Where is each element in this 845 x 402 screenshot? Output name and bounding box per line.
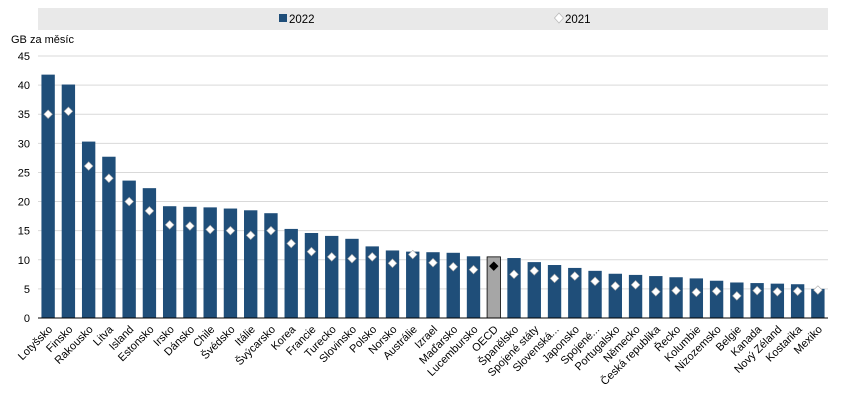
bar-7: [162, 206, 177, 318]
marker-16: [347, 253, 357, 264]
marker-26: [549, 273, 560, 284]
marker-20: [428, 257, 438, 268]
bar-22: [466, 256, 481, 318]
bar-19: [406, 251, 420, 318]
marker-15: [326, 252, 337, 262]
bar-32: [669, 277, 683, 318]
bar-21: [446, 252, 460, 318]
bar-33: [689, 278, 704, 318]
marker-29: [610, 281, 621, 291]
marker-34: [711, 286, 722, 296]
bar-9: [203, 207, 217, 318]
bar-1: [41, 74, 55, 319]
y-tick-label: 30: [18, 138, 30, 150]
bar-38: [790, 284, 805, 318]
marker-33: [691, 287, 702, 298]
y-axis-ticks: 0 5 10 15 20 25 30 35 40 45: [18, 51, 30, 325]
marker-4: [104, 173, 114, 183]
marker-6: [144, 206, 155, 216]
marker-38: [792, 286, 803, 296]
y-tick-label: 20: [18, 197, 30, 209]
marker-18: [387, 258, 398, 268]
bar-11: [244, 210, 258, 318]
marker-5: [124, 196, 134, 207]
legend-swatch-2022: [279, 14, 287, 22]
bar-16: [345, 238, 359, 318]
bar-13: [284, 228, 298, 318]
bar-26: [547, 265, 562, 318]
y-tick-label: 45: [18, 51, 30, 63]
legend-label-2022: 2022: [289, 14, 315, 26]
marker-3: [83, 161, 94, 171]
bar-27: [568, 267, 582, 318]
bar-20: [426, 252, 440, 318]
marker-10: [225, 225, 236, 236]
bar-14: [304, 232, 319, 318]
bar-24: [507, 258, 521, 318]
bar-5: [122, 180, 136, 318]
marker-30: [630, 280, 641, 290]
bar-39: [811, 288, 825, 318]
marker-17: [367, 252, 377, 262]
marker-22: [468, 264, 479, 275]
marker-23: [489, 261, 499, 271]
marker-35: [732, 291, 742, 301]
y-axis-label: GB za měsíc: [11, 34, 74, 46]
y-tick-label: 40: [18, 80, 30, 92]
marker-31: [651, 287, 661, 297]
legend-swatch-2021: [553, 12, 565, 24]
bar-31: [649, 276, 663, 318]
marker-12: [266, 225, 276, 236]
marker-27: [570, 271, 580, 281]
markers-2021: [43, 106, 823, 301]
marker-24: [509, 269, 519, 280]
bar-3: [81, 141, 96, 318]
y-tick-label: 5: [24, 284, 30, 296]
legend-background: [38, 8, 828, 30]
bar-8: [183, 206, 197, 318]
marker-25: [529, 266, 540, 276]
marker-7: [164, 220, 175, 230]
bar-2: [61, 84, 76, 318]
marker-9: [205, 224, 215, 235]
marker-19: [408, 249, 418, 260]
marker-36: [752, 285, 762, 296]
marker-28: [590, 276, 600, 287]
bar-10: [223, 208, 238, 318]
marker-32: [671, 285, 681, 296]
y-tick-label: 10: [18, 255, 30, 267]
marker-39: [813, 285, 823, 295]
marker-1: [43, 109, 53, 119]
marker-2: [63, 106, 74, 117]
legend: 2022 2021: [38, 8, 828, 30]
marker-21: [448, 262, 458, 272]
y-tick-label: 35: [18, 109, 30, 121]
y-tick-label: 25: [18, 167, 30, 179]
x-axis-labels: LotyšskoFinskoRakouskoLitvaIslandEstonsk…: [16, 322, 825, 388]
bar-4: [102, 156, 116, 318]
bars-2022: [41, 74, 825, 319]
bar-6: [142, 188, 157, 318]
marker-11: [245, 230, 256, 241]
marker-37: [772, 287, 783, 297]
y-tick-label: 15: [18, 226, 30, 238]
bar-34: [709, 280, 724, 318]
marker-14: [306, 246, 317, 257]
bar-29: [608, 273, 622, 318]
y-tick-label: 0: [24, 313, 30, 325]
bar-15: [325, 235, 339, 318]
marker-8: [185, 221, 195, 231]
legend-label-2021: 2021: [565, 14, 591, 26]
bar-17: [365, 246, 379, 318]
bar-12: [264, 213, 278, 318]
bar-18: [385, 250, 400, 318]
marker-13: [286, 238, 296, 249]
bar-25: [527, 262, 541, 318]
